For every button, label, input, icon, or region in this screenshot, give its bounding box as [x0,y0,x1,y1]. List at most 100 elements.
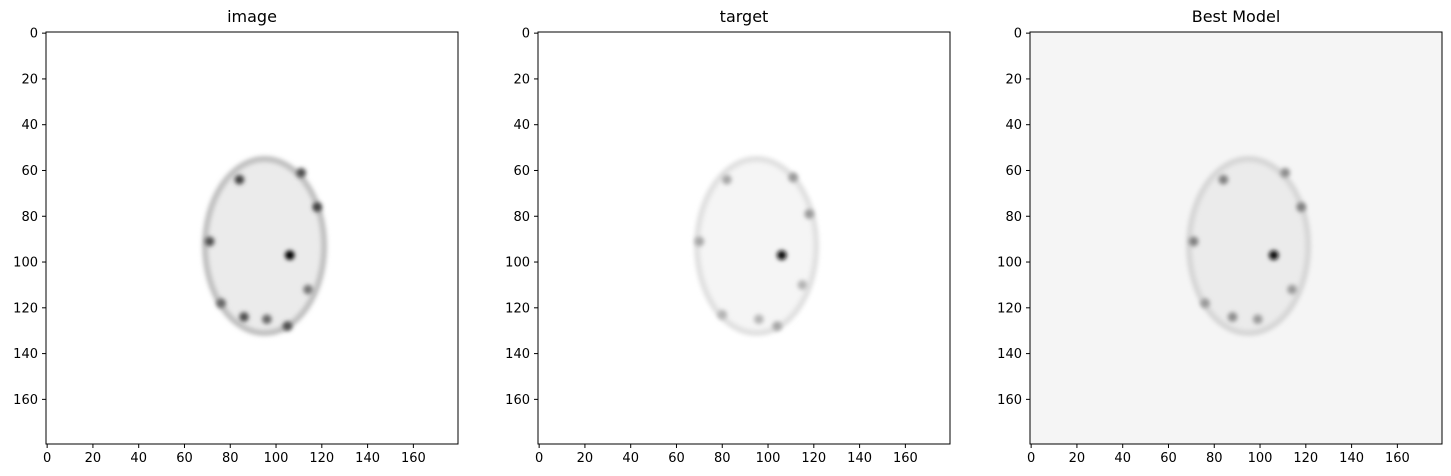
y-tick-label: 40 [1005,118,1022,133]
cell-membrane [694,156,820,336]
y-tick-label: 20 [1005,72,1022,87]
x-tick-label: 120 [801,451,826,466]
panel-title: Best Model [1192,7,1281,26]
x-tick-label: 20 [85,451,102,466]
intensity-spot [296,167,307,178]
y-tick-label: 140 [505,347,530,362]
y-tick-label: 0 [30,27,38,42]
heatmap [1030,32,1442,444]
intensity-spot [1252,314,1263,325]
intensity-spot [234,174,245,185]
y-tick-label: 160 [13,393,38,408]
cell-membrane [202,156,328,336]
y-tick-label: 0 [1014,27,1022,42]
intensity-spot [284,250,295,260]
intensity-spot [1287,284,1297,295]
intensity-spot [1218,174,1229,185]
y-tick-label: 80 [1005,210,1022,225]
intensity-spot [722,174,732,185]
panel-image: image 0 20 40 60 80 100 120 140 160 0 20 40 60 80 100 1… [13,7,459,466]
x-tick-label: 0 [535,451,543,466]
intensity-spot [754,314,764,325]
cell-membrane [1186,156,1312,336]
panel-title: target [720,7,769,26]
x-tick-label: 100 [756,451,781,466]
y-tick-label: 120 [13,301,38,316]
intensity-spot [312,202,323,212]
intensity-spot [204,236,215,247]
x-tick-label: 140 [847,451,872,466]
x-tick-label: 60 [176,451,193,466]
axes-frame [537,31,951,445]
y-tick-label: 80 [513,210,530,225]
y-tick-label: 20 [513,72,530,87]
panel-title: image [227,7,277,26]
y-tick-label: 100 [505,256,530,271]
x-tick-label: 120 [309,451,334,466]
cell-interior [205,159,325,333]
x-tick-label: 80 [1206,451,1223,466]
y-tick-label: 20 [21,72,38,87]
x-tick-label: 100 [1248,451,1273,466]
intensity-spot [797,280,808,290]
y-tick-label: 60 [21,164,38,179]
axes-frame [45,31,459,445]
x-tick-label: 80 [714,451,731,466]
y-tick-label: 40 [21,118,38,133]
intensity-spot [772,321,782,331]
y-tick-label: 100 [997,256,1022,271]
y-tick-label: 140 [997,347,1022,362]
axis-ticks: 0 20 40 60 80 100 120 140 160 0 20 40 60 80 100 120 140 1… [505,27,918,466]
x-tick-label: 160 [893,451,918,466]
x-tick-label: 140 [1339,451,1364,466]
x-tick-label: 120 [1293,451,1318,466]
x-tick-label: 60 [1160,451,1177,466]
y-tick-label: 160 [505,393,530,408]
y-tick-label: 120 [997,301,1022,316]
intensity-spot [1188,236,1199,247]
intensity-spot [1200,298,1210,309]
x-tick-label: 40 [622,451,639,466]
intensity-spot [262,314,272,325]
intensity-spot [694,236,705,247]
x-tick-label: 100 [264,451,289,466]
x-tick-label: 20 [1069,451,1086,466]
y-tick-label: 120 [505,301,530,316]
y-tick-label: 140 [13,347,38,362]
intensity-spot [1268,250,1279,260]
intensity-spot [788,172,799,183]
intensity-spot [239,312,249,322]
intensity-spot [1227,312,1238,322]
x-tick-label: 40 [130,451,147,466]
y-tick-label: 0 [522,27,530,42]
axis-ticks: 0 20 40 60 80 100 120 140 160 0 20 40 60 80 100 120 140 1… [13,27,426,466]
intensity-spot [1296,202,1307,212]
panel-target: target 0 20 40 60 80 100 120 140 160 0 20 40 60 80 100… [505,7,951,466]
x-tick-label: 20 [577,451,594,466]
cell-interior [697,159,817,333]
x-tick-label: 140 [355,451,380,466]
x-tick-label: 160 [1385,451,1410,466]
y-tick-label: 40 [513,118,530,133]
axes-frame [1029,31,1443,445]
y-tick-label: 100 [13,256,38,271]
intensity-spot [282,321,293,331]
heatmap [46,32,458,444]
heatmap [538,32,950,444]
x-tick-label: 160 [401,451,426,466]
x-tick-label: 80 [222,451,239,466]
x-tick-label: 60 [668,451,685,466]
intensity-spot [776,250,787,260]
x-tick-label: 0 [1027,451,1035,466]
y-tick-label: 160 [997,393,1022,408]
y-tick-label: 60 [513,164,530,179]
cell-interior [1189,159,1309,333]
y-tick-label: 60 [1005,164,1022,179]
intensity-spot [303,284,313,295]
intensity-spot [717,309,728,320]
axis-ticks: 0 20 40 60 80 100 120 140 160 0 20 40 60 80 100 120 140 1… [997,27,1410,466]
intensity-spot [216,298,226,309]
x-tick-label: 40 [1114,451,1131,466]
intensity-spot [804,209,815,219]
